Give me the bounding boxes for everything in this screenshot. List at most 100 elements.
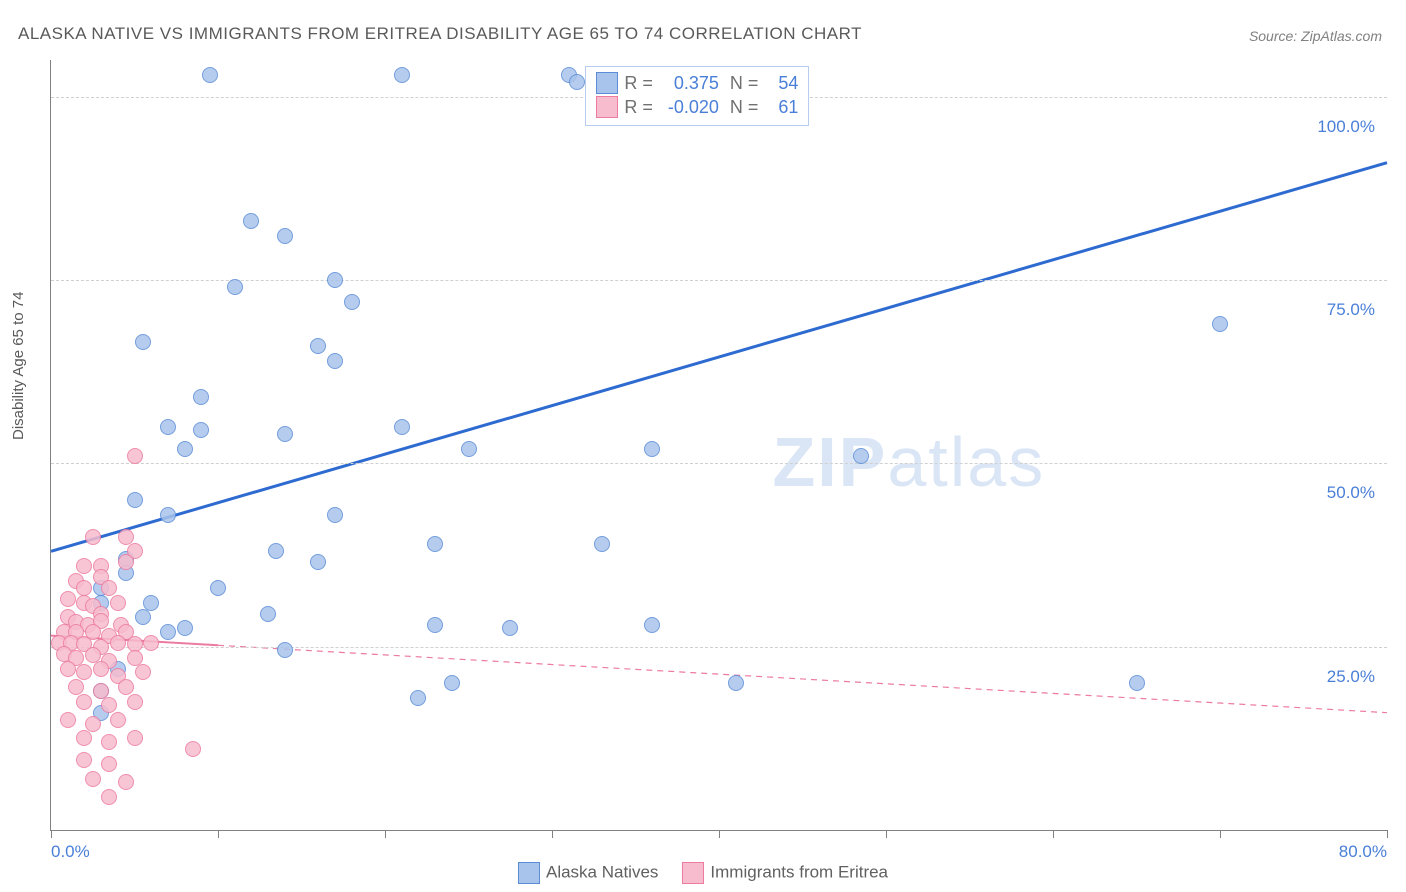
legend-r-value: -0.020	[659, 95, 719, 119]
data-point	[118, 554, 134, 570]
legend-r-value: 0.375	[659, 71, 719, 95]
data-point	[268, 543, 284, 559]
data-point	[60, 591, 76, 607]
data-point	[243, 213, 259, 229]
x-tick-label-min: 0.0%	[51, 842, 90, 862]
data-point	[85, 771, 101, 787]
data-point	[277, 426, 293, 442]
x-tick-label-max: 80.0%	[1339, 842, 1387, 862]
data-point	[444, 675, 460, 691]
data-point	[93, 683, 109, 699]
data-point	[160, 507, 176, 523]
x-tick	[1387, 830, 1388, 838]
data-point	[193, 389, 209, 405]
y-axis-label: Disability Age 65 to 74	[10, 292, 27, 440]
x-tick	[218, 830, 219, 838]
data-point	[177, 620, 193, 636]
data-point	[135, 609, 151, 625]
data-point	[76, 580, 92, 596]
data-point	[118, 679, 134, 695]
data-point	[177, 441, 193, 457]
data-point	[68, 679, 84, 695]
legend-stats: R =0.375 N =54R =-0.020 N =61	[585, 66, 809, 126]
legend-stats-row: R =-0.020 N =61	[596, 95, 798, 119]
data-point	[60, 712, 76, 728]
x-tick	[385, 830, 386, 838]
x-tick	[552, 830, 553, 838]
data-point	[118, 774, 134, 790]
data-point	[127, 492, 143, 508]
data-point	[327, 353, 343, 369]
data-point	[569, 74, 585, 90]
data-point	[101, 789, 117, 805]
legend-n-value: 54	[764, 71, 798, 95]
data-point	[143, 635, 159, 651]
y-tick-label: 25.0%	[1327, 667, 1375, 687]
y-tick-label: 100.0%	[1317, 117, 1375, 137]
data-point	[394, 67, 410, 83]
data-point	[344, 294, 360, 310]
data-point	[193, 422, 209, 438]
data-point	[110, 712, 126, 728]
chart-container: ALASKA NATIVE VS IMMIGRANTS FROM ERITREA…	[0, 0, 1406, 892]
data-point	[127, 650, 143, 666]
data-point	[160, 419, 176, 435]
legend-swatch-pink	[682, 862, 704, 884]
legend-swatch-blue	[518, 862, 540, 884]
data-point	[185, 741, 201, 757]
data-point	[277, 642, 293, 658]
y-tick-label: 75.0%	[1327, 300, 1375, 320]
legend-stats-swatch	[596, 96, 618, 118]
gridline	[51, 463, 1387, 464]
data-point	[1129, 675, 1145, 691]
legend-stats-row: R =0.375 N =54	[596, 71, 798, 95]
data-point	[1212, 316, 1228, 332]
legend-label-eritrea: Immigrants from Eritrea	[710, 862, 888, 881]
plot-area: ZIPatlas 25.0%50.0%75.0%100.0%0.0%80.0%R…	[50, 60, 1387, 831]
data-point	[461, 441, 477, 457]
data-point	[310, 554, 326, 570]
watermark-bold: ZIP	[772, 423, 887, 501]
gridline	[51, 647, 1387, 648]
data-point	[644, 617, 660, 633]
data-point	[135, 334, 151, 350]
data-point	[427, 536, 443, 552]
x-tick	[1053, 830, 1054, 838]
legend-r-label: R =	[624, 71, 653, 95]
data-point	[118, 529, 134, 545]
data-point	[277, 228, 293, 244]
data-point	[210, 580, 226, 596]
x-tick	[51, 830, 52, 838]
data-point	[260, 606, 276, 622]
legend-n-label: N =	[725, 95, 759, 119]
legend-label-alaska: Alaska Natives	[546, 862, 658, 881]
data-point	[327, 507, 343, 523]
data-point	[160, 624, 176, 640]
x-tick	[886, 830, 887, 838]
data-point	[101, 756, 117, 772]
data-point	[127, 730, 143, 746]
data-point	[110, 595, 126, 611]
data-point	[327, 272, 343, 288]
data-point	[60, 661, 76, 677]
data-point	[76, 752, 92, 768]
trendlines-svg	[51, 60, 1387, 830]
data-point	[127, 448, 143, 464]
x-tick	[1220, 830, 1221, 838]
chart-title: ALASKA NATIVE VS IMMIGRANTS FROM ERITREA…	[18, 24, 862, 44]
data-point	[502, 620, 518, 636]
legend-item-eritrea: Immigrants from Eritrea	[682, 862, 888, 884]
data-point	[227, 279, 243, 295]
data-point	[76, 664, 92, 680]
data-point	[110, 635, 126, 651]
data-point	[76, 730, 92, 746]
source-label: Source: ZipAtlas.com	[1249, 28, 1382, 44]
data-point	[202, 67, 218, 83]
data-point	[85, 716, 101, 732]
data-point	[594, 536, 610, 552]
legend-stats-swatch	[596, 72, 618, 94]
data-point	[101, 580, 117, 596]
watermark-light: atlas	[887, 423, 1045, 501]
data-point	[143, 595, 159, 611]
x-tick	[719, 830, 720, 838]
